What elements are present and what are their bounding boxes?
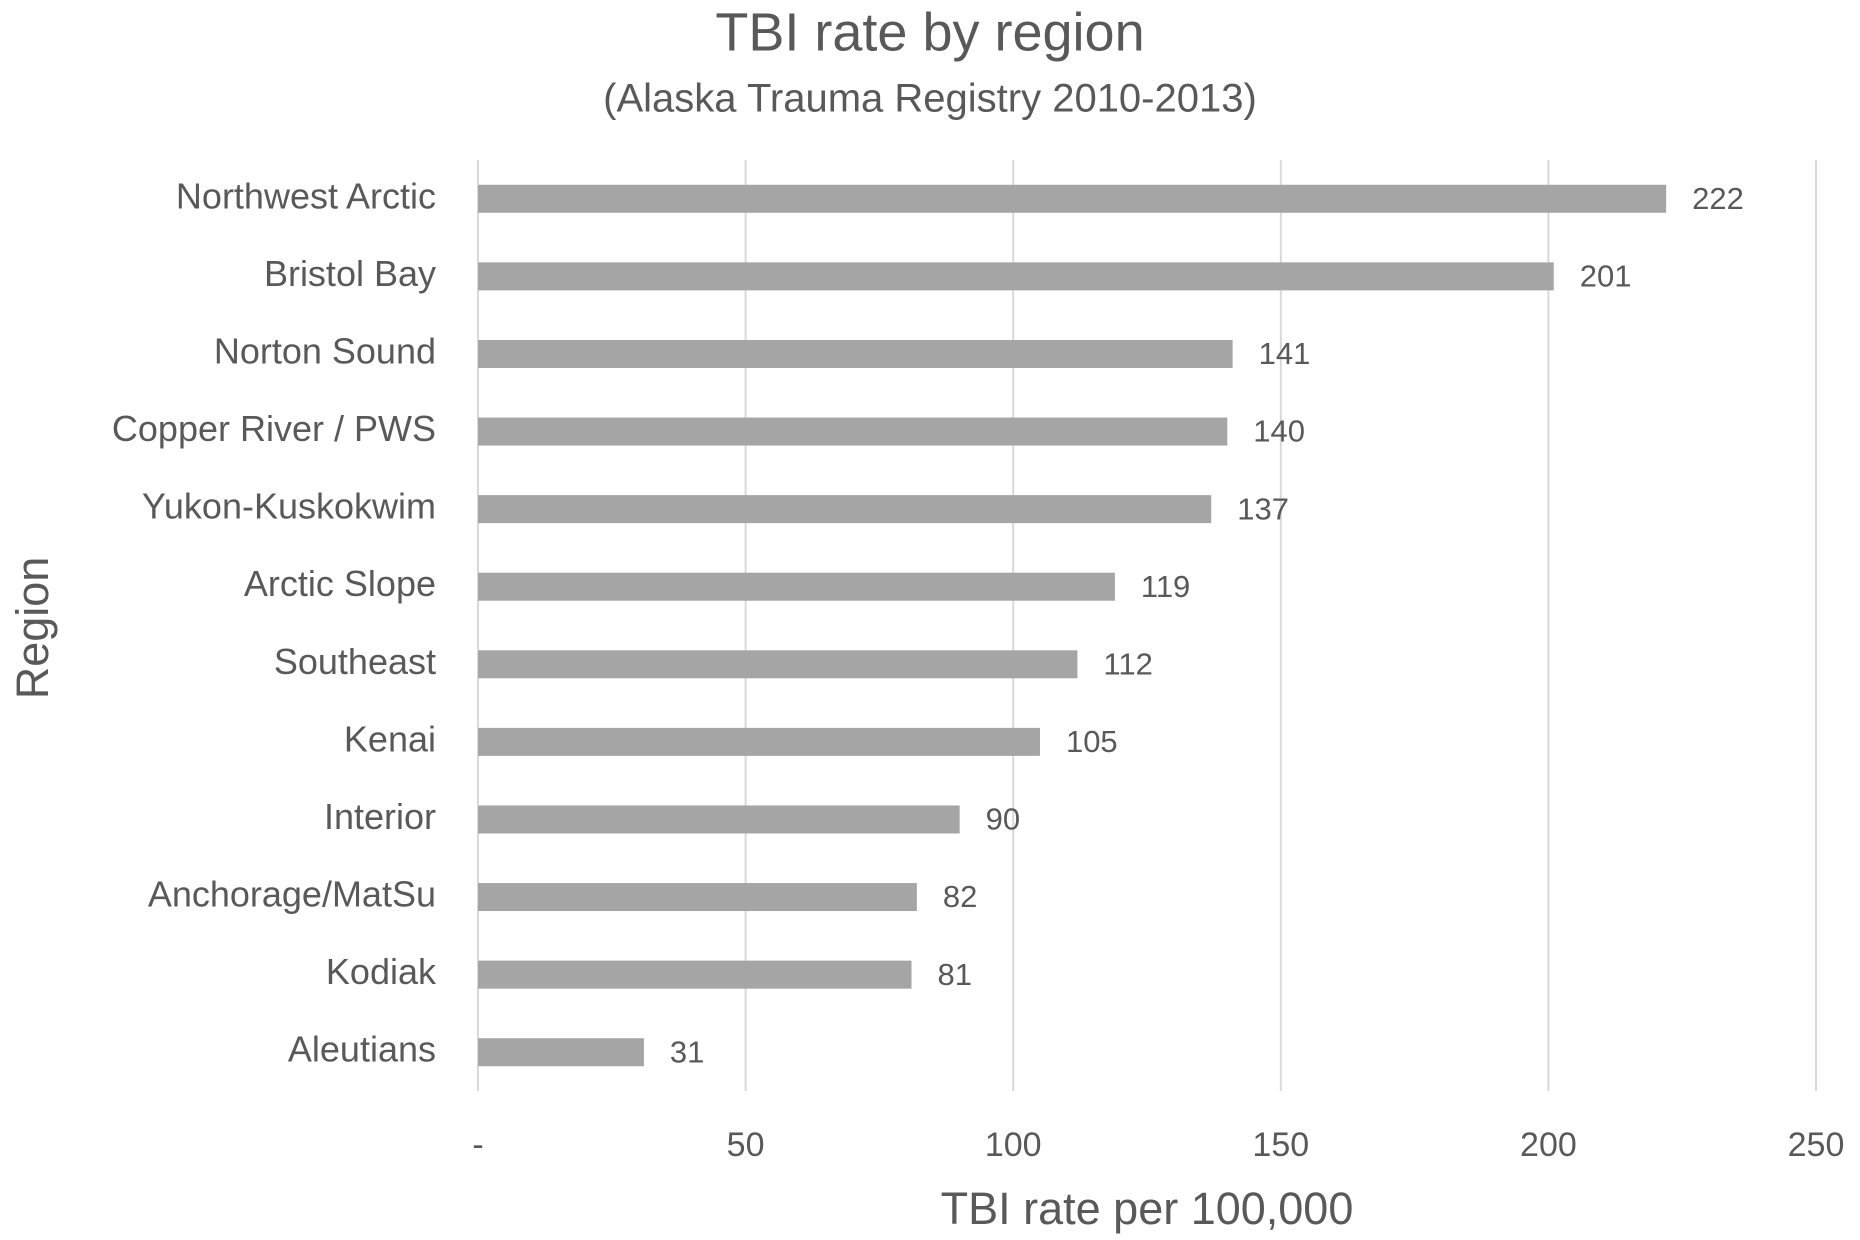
data-label: 137 xyxy=(1237,491,1289,526)
bar xyxy=(478,184,1667,213)
y-tick-label: Anchorage/MatSu xyxy=(148,874,436,915)
y-tick-label: Bristol Bay xyxy=(264,253,436,294)
data-label: 141 xyxy=(1259,336,1311,371)
bar xyxy=(478,1038,644,1067)
data-label: 140 xyxy=(1253,414,1305,449)
y-tick-label: Northwest Arctic xyxy=(176,175,436,216)
x-tick-label: 250 xyxy=(1788,1126,1845,1164)
y-tick-label: Kenai xyxy=(344,718,436,759)
data-label: 119 xyxy=(1141,569,1190,604)
bar xyxy=(478,417,1228,446)
x-tick-label: 100 xyxy=(985,1126,1042,1164)
chart-subtitle: (Alaska Trauma Registry 2010-2013) xyxy=(603,77,1257,121)
data-label: 82 xyxy=(943,879,977,914)
data-label: 112 xyxy=(1103,646,1152,681)
bar xyxy=(478,339,1233,368)
bar xyxy=(478,805,960,834)
data-label: 105 xyxy=(1066,724,1118,759)
x-axis-title: TBI rate per 100,000 xyxy=(941,1183,1354,1234)
data-label: 201 xyxy=(1580,259,1632,294)
data-label: 90 xyxy=(986,802,1020,837)
data-label: 222 xyxy=(1692,181,1744,216)
y-tick-label: Interior xyxy=(324,796,436,837)
y-tick-label: Aleutians xyxy=(288,1029,436,1070)
y-tick-label: Yukon-Kuskokwim xyxy=(142,486,436,527)
y-tick-label: Copper River / PWS xyxy=(112,408,436,449)
y-tick-label: Kodiak xyxy=(326,951,437,992)
y-tick-label: Arctic Slope xyxy=(244,563,436,604)
x-tick-label: 50 xyxy=(727,1126,765,1164)
data-label: 81 xyxy=(938,957,972,992)
bar xyxy=(478,727,1040,756)
data-label: 31 xyxy=(670,1034,704,1069)
bar xyxy=(478,262,1554,291)
bar xyxy=(478,495,1212,524)
bar xyxy=(478,650,1078,679)
bar xyxy=(478,883,917,912)
bar xyxy=(478,960,912,989)
y-axis-title: Region xyxy=(7,557,58,700)
bar xyxy=(478,572,1115,601)
y-tick-label: Southeast xyxy=(274,641,436,682)
chart-title: TBI rate by region xyxy=(715,2,1144,62)
x-tick-label: - xyxy=(472,1126,483,1164)
x-tick-label: 150 xyxy=(1252,1126,1309,1164)
y-tick-label: Norton Sound xyxy=(214,330,436,371)
x-tick-label: 200 xyxy=(1520,1126,1577,1164)
